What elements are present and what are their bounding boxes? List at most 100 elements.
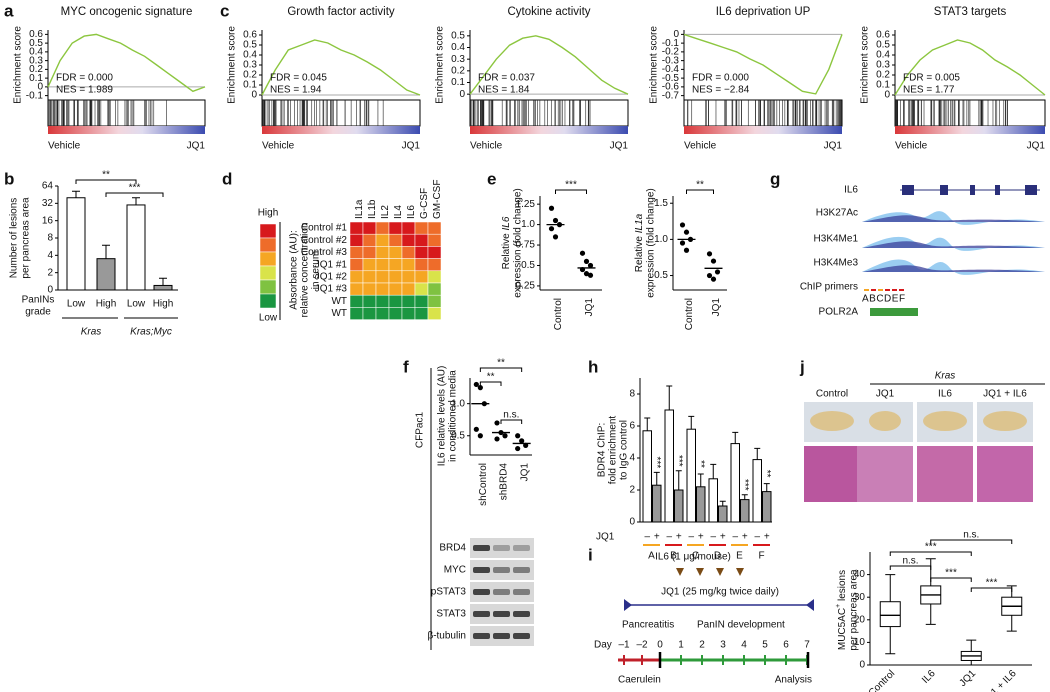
data-point (679, 240, 686, 246)
bracket (105, 192, 164, 197)
heat-cell (375, 282, 390, 296)
day-tick: 3 (720, 640, 726, 651)
data-point (583, 258, 590, 264)
y-tick-label: 8 (47, 233, 53, 244)
heat-cell (427, 294, 442, 308)
column-label: IL2 (380, 205, 391, 219)
y-tick-label: 0.5 (876, 40, 890, 51)
fdr: FDR = 0.000 (692, 73, 749, 84)
heat-cell (349, 282, 364, 296)
y-axis-label: expression (fold change) (513, 188, 524, 298)
y-tick-label: 1.5 (654, 198, 668, 209)
primer-names: ABCDEF (862, 294, 906, 305)
gene: IL1a (634, 213, 645, 233)
heat-cell (401, 221, 416, 235)
blot-band (513, 545, 530, 551)
x-tick-label: Control (553, 298, 564, 330)
primer-label: A (648, 551, 655, 562)
track-label: ChIP primers (800, 282, 858, 293)
heat-cell (388, 294, 403, 308)
panel-label: i (588, 545, 593, 564)
heat-cell (401, 307, 416, 320)
histology (977, 446, 1033, 502)
condition: JQ1 + IL6 (983, 389, 1027, 400)
y-tick-label: 0.75 (516, 240, 536, 251)
sign: + (676, 532, 682, 543)
data-point (683, 229, 690, 235)
bar (674, 489, 684, 523)
legend-high: High (258, 208, 279, 219)
heat-cell (388, 233, 403, 247)
histology (917, 446, 973, 502)
label-part: Relative (501, 231, 512, 270)
day-tick: 0 (657, 640, 663, 651)
y-tick-label: 1.0 (654, 234, 668, 245)
y-tick-label: 0.5 (451, 30, 465, 41)
error-bar (102, 244, 110, 259)
error-bar (697, 473, 704, 487)
heat-cell (388, 270, 403, 284)
y-axis-label: to IgG control (619, 420, 630, 480)
y-tick-label: 0.5 (29, 38, 43, 49)
y-tick-label: 0.1 (876, 80, 890, 91)
heat-cell (349, 307, 364, 320)
rank-right: JQ1 (402, 141, 421, 152)
rank-gradient (895, 126, 1045, 134)
treatment-label: JQ1 (596, 532, 615, 543)
primer-label: D (714, 551, 721, 562)
significance: n.s. (503, 410, 519, 421)
rank-right: JQ1 (1027, 141, 1046, 152)
x-tick-label: shBRD4 (499, 463, 510, 501)
data-point (579, 250, 586, 256)
panel-label: a (4, 1, 14, 20)
y-tick-label: 64 (42, 181, 54, 192)
significance: *** (986, 578, 998, 589)
column-label: IL1a (354, 199, 365, 219)
bar (686, 428, 696, 523)
grade-label: PanINs (22, 295, 55, 306)
significance: *** (945, 568, 957, 579)
significance: *** (565, 180, 577, 191)
rank-gradient (262, 126, 420, 134)
track-label: H3K27Ac (816, 208, 858, 219)
heat-cell (362, 294, 377, 308)
data-point (706, 272, 713, 279)
y-tick-label: 0 (629, 517, 635, 528)
column-label: IL1b (367, 199, 378, 219)
bracket (970, 587, 1013, 592)
enrichment-curve (894, 39, 1046, 96)
rank-left: Vehicle (470, 141, 503, 152)
y-axis-label: Enrichment score (227, 26, 238, 104)
heat-cell (414, 233, 429, 247)
y-axis-label: Absorbance (AU): (289, 230, 300, 309)
caerulein: Caerulein (618, 675, 661, 686)
sign: – (710, 532, 716, 543)
data-point (477, 433, 483, 439)
significance: ** (761, 470, 772, 478)
y-axis-label: IL6 relative levels (AU) (437, 366, 448, 467)
error-bar (741, 494, 748, 500)
y-tick-label: 0.1 (451, 77, 465, 88)
y-tick-label: 0 (884, 90, 890, 101)
heat-cell (362, 307, 377, 320)
jq1-label: JQ1 (25 mg/kg twice daily) (661, 587, 779, 598)
bracket (75, 179, 137, 184)
bar (642, 430, 652, 523)
heat-cell (401, 294, 416, 308)
y-axis-label: BDR4 ChIP: (597, 423, 608, 477)
x-tick-label: High (153, 299, 174, 310)
blot-band (513, 567, 530, 573)
blot-label: MYC (444, 565, 466, 576)
data-point (494, 420, 500, 426)
data-point (494, 436, 500, 442)
y-tick-label: 0.6 (876, 30, 890, 41)
data-point (502, 433, 508, 439)
pancreas (869, 411, 901, 431)
day-label: Day (594, 640, 612, 651)
y-tick-label: 0.6 (29, 29, 43, 40)
x-tick-label: JQ1 (584, 298, 595, 317)
y-axis-label: relative concentration (300, 222, 311, 317)
blot-band (493, 567, 510, 573)
day-tick: 6 (783, 640, 789, 651)
